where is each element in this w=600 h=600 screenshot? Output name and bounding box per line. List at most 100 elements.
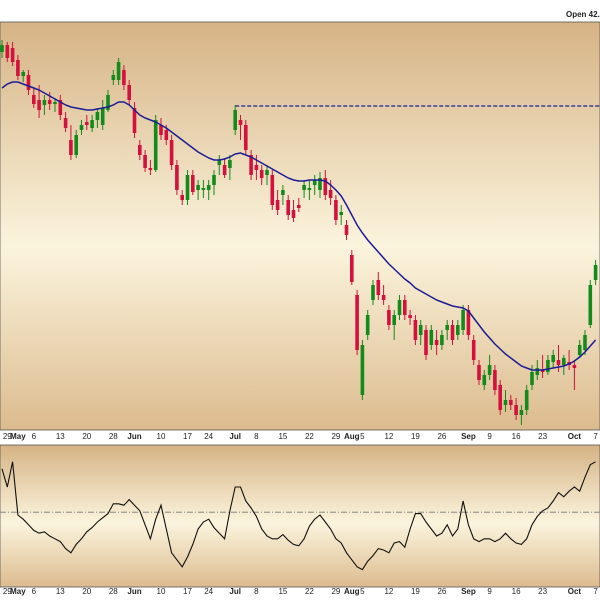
candle-body: [185, 175, 190, 200]
candle-body: [471, 340, 476, 360]
candle-body: [74, 135, 78, 155]
candle-body: [10, 48, 15, 62]
candle-body: [222, 165, 227, 175]
candle-body: [159, 125, 163, 135]
candle-body: [169, 140, 174, 165]
candle-body: [69, 140, 73, 155]
candle-body: [365, 315, 370, 335]
x-tick-label: 24: [204, 432, 213, 441]
x-tick-label: Aug: [344, 587, 360, 596]
candle-body: [456, 325, 460, 335]
x-tick-label: 23: [538, 432, 547, 441]
candle-body: [487, 365, 492, 375]
candle-body: [318, 178, 322, 190]
candle-body: [493, 370, 497, 390]
candle-body: [482, 375, 487, 385]
candle-body: [562, 358, 566, 365]
candle-body: [307, 188, 312, 190]
candle-body: [275, 200, 280, 210]
x-tick-label: 13: [56, 432, 65, 441]
x-tick-label: 10: [157, 432, 166, 441]
candle-body: [5, 45, 10, 58]
candle-body: [376, 280, 381, 295]
candle-body: [371, 285, 375, 300]
x-tick-label: 12: [384, 587, 393, 596]
candle-body: [312, 180, 317, 185]
candle-body: [32, 95, 36, 104]
candle-body: [244, 125, 248, 150]
candle-body: [360, 345, 365, 395]
candle-body: [577, 345, 582, 355]
candle-body: [132, 108, 137, 133]
candle-body: [254, 165, 259, 170]
candle-body: [249, 155, 253, 175]
x-tick-label: 9: [487, 587, 492, 596]
candle-body: [498, 385, 502, 410]
x-tick-label: 26: [437, 432, 446, 441]
candle-body: [116, 62, 121, 80]
candle-body: [138, 145, 142, 155]
x-tick-label: Jul: [229, 432, 241, 441]
candle-body: [440, 335, 444, 345]
candle-body: [58, 100, 63, 115]
candle-body: [196, 185, 200, 190]
x-tick-label: 8: [254, 432, 259, 441]
candle-body: [122, 70, 126, 85]
candle-body: [164, 130, 169, 140]
indicator-panel: [0, 444, 600, 588]
candle-body: [201, 188, 206, 190]
candle-body: [153, 120, 158, 170]
x-tick-label: Oct: [568, 587, 582, 596]
candle-body: [106, 95, 110, 110]
candle-body: [593, 265, 598, 280]
x-tick-label: Jun: [127, 587, 141, 596]
candle-body: [535, 368, 540, 375]
candle-body: [461, 310, 465, 330]
candle-body: [509, 400, 513, 405]
x-tick-label: 20: [82, 587, 91, 596]
moving-average: [1, 81, 597, 371]
candle-body: [445, 325, 449, 330]
candle-body: [95, 112, 100, 120]
candle-body: [503, 400, 508, 405]
candle-body: [0, 45, 4, 52]
x-tick-label: 29: [3, 432, 12, 441]
candle-body: [583, 335, 587, 350]
x-tick-label: 17: [183, 587, 192, 596]
candle-body: [397, 300, 402, 315]
x-tick-label: 5: [360, 432, 365, 441]
candle-body: [546, 360, 550, 372]
candle-body: [238, 120, 243, 125]
x-tick-label: 12: [384, 432, 393, 441]
candle-body: [302, 185, 306, 190]
candle-body: [588, 285, 593, 325]
candle-body: [334, 200, 338, 220]
x-tick-label: 16: [512, 587, 521, 596]
x-tick-label: 22: [305, 432, 314, 441]
x-tick-label: 7: [593, 587, 598, 596]
x-tick-label: 19: [411, 587, 420, 596]
candle-body: [127, 85, 131, 100]
x-tick-label: 13: [56, 587, 65, 596]
candle-body: [265, 170, 269, 175]
x-tick-label: 9: [487, 432, 492, 441]
x-tick-label: Sep: [461, 432, 476, 441]
candle-body: [429, 330, 434, 345]
candle-body: [339, 212, 343, 215]
x-tick-label: 29: [3, 587, 12, 596]
candle-body: [323, 178, 328, 195]
price-panel: [0, 21, 600, 431]
x-tick-label: 23: [538, 587, 547, 596]
x-tick-label: 6: [32, 432, 37, 441]
x-tick-label: 7: [593, 432, 598, 441]
candle-body: [175, 165, 179, 190]
candle-body: [556, 360, 561, 365]
x-tick-label: 22: [305, 587, 314, 596]
candle-body: [434, 340, 439, 345]
candle-body: [408, 315, 412, 318]
candle-body: [350, 255, 354, 282]
x-tick-label: Aug: [344, 432, 360, 441]
x-tick-label: Jul: [229, 587, 241, 596]
candle-body: [392, 315, 396, 325]
